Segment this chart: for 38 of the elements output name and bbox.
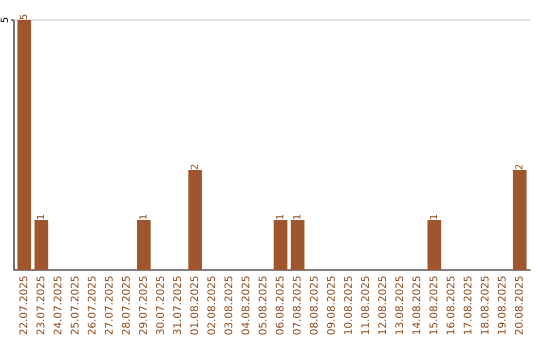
data-label: 1 xyxy=(139,214,147,219)
x-tick-label: 13.08.2025 xyxy=(395,276,404,334)
x-tick-label: 26.07.2025 xyxy=(88,276,96,334)
x-tick-label: 18.08.2025 xyxy=(480,276,489,334)
x-tick-label: 07.08.2025 xyxy=(292,276,301,335)
data-label: 5 xyxy=(20,14,28,20)
x-tick-label: 08.08.2025 xyxy=(310,276,318,335)
x-tick-label: 10.08.2025 xyxy=(344,276,352,334)
data-label: 1 xyxy=(293,214,300,219)
x-tick-label: 12.08.2025 xyxy=(378,276,386,334)
x-tick-label: 09.08.2025 xyxy=(326,276,335,335)
x-tick-label: 01.08.2025 xyxy=(190,276,198,335)
x-tick-label: 03.08.2025 xyxy=(224,276,232,335)
x-tick-label: 20.08.2025 xyxy=(514,276,523,334)
x-tick-label: 14.08.2025 xyxy=(412,276,420,334)
x-tick-label: 11.08.2025 xyxy=(361,276,369,334)
x-tick-label: 02.08.2025 xyxy=(207,276,216,335)
x-tick-label: 25.07.2025 xyxy=(70,276,79,334)
x-tick-label: 22.07.2025 xyxy=(19,276,28,334)
x-tick-label: 19.08.2025 xyxy=(498,276,506,334)
data-label: 2 xyxy=(190,164,198,170)
x-tick-label: 16.08.2025 xyxy=(446,276,454,334)
x-tick-label: 30.07.2025 xyxy=(156,276,164,334)
x-tick-label: 28.07.2025 xyxy=(122,276,130,334)
data-label: 1 xyxy=(276,214,284,219)
data-label: 2 xyxy=(515,164,522,170)
x-tick-label: 29.07.2025 xyxy=(139,276,147,334)
data-label: 1 xyxy=(430,214,437,219)
x-tick-label: 23.07.2025 xyxy=(36,276,44,334)
x-tick-label: 05.08.2025 xyxy=(258,276,266,335)
x-tick-label: 17.08.2025 xyxy=(464,276,472,334)
x-tick-label: 31.07.2025 xyxy=(173,276,182,334)
x-tick-label: 04.08.2025 xyxy=(242,276,250,335)
x-tick-label: 27.07.2025 xyxy=(104,276,113,334)
data-label: 1 xyxy=(36,214,44,219)
x-tick-label: 15.08.2025 xyxy=(429,276,438,334)
x-tick-label: 24.07.2025 xyxy=(54,276,62,334)
x-tick-label: 06.08.2025 xyxy=(276,276,284,335)
